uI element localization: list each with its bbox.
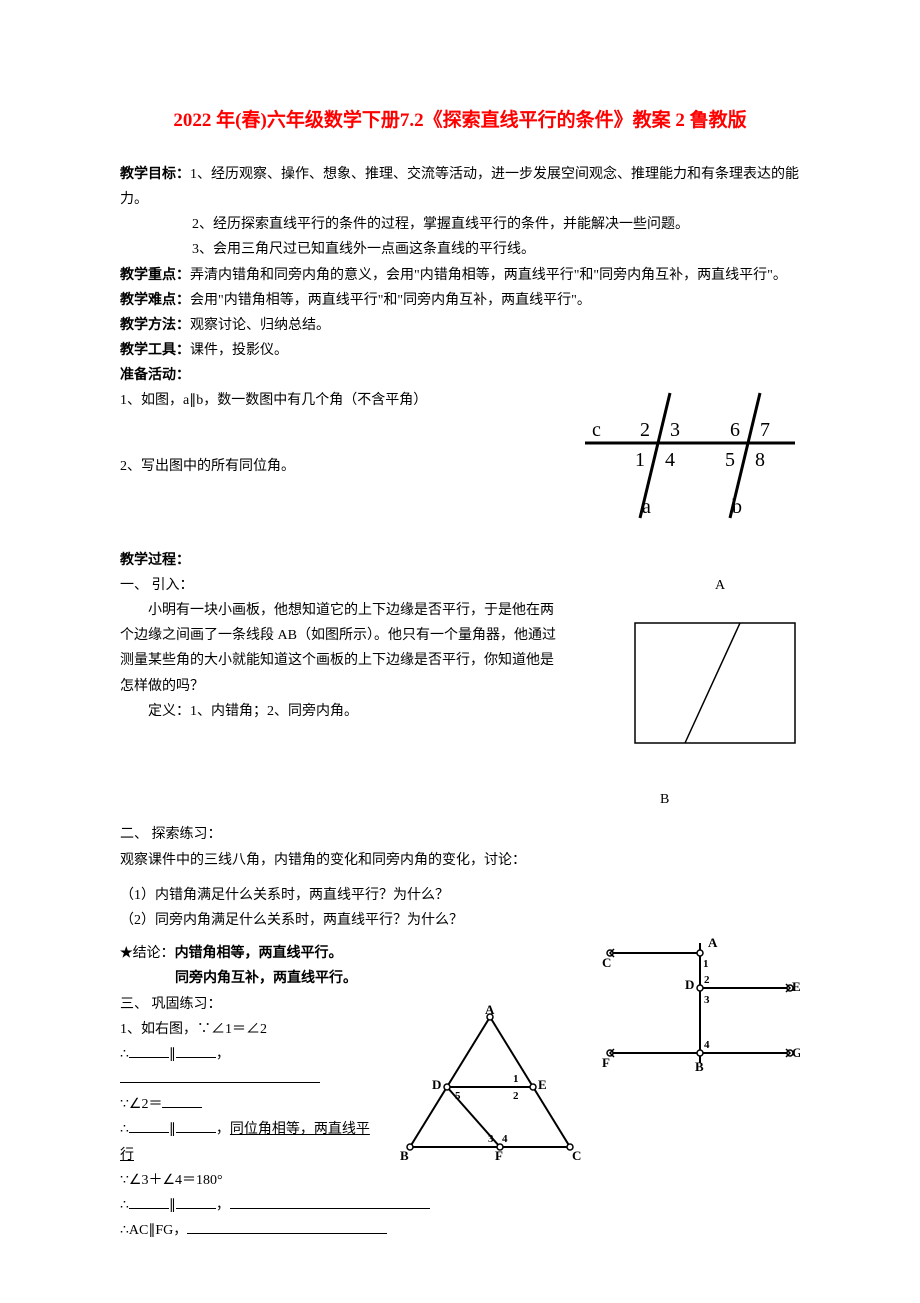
svg-text:5: 5 (455, 1090, 461, 1102)
difficulty-label: 教学难点： (120, 293, 190, 308)
conclusion-line1: 内错角相等，两直线平行。 (175, 946, 343, 961)
method-text: 观察讨论、归纳总结。 (190, 318, 330, 333)
svg-text:1: 1 (635, 449, 645, 471)
svg-text:3: 3 (704, 994, 710, 1006)
svg-text:F: F (495, 1148, 503, 1162)
svg-text:4: 4 (704, 1039, 710, 1051)
svg-text:4: 4 (665, 449, 675, 471)
svg-text:8: 8 (755, 449, 765, 471)
prep-label: 准备活动： (120, 363, 800, 388)
svg-text:5: 5 (725, 449, 735, 471)
document-title: 2022 年(春)六年级数学下册7.2《探索直线平行的条件》教案 2 鲁教版 (120, 100, 800, 142)
svg-text:a: a (642, 496, 651, 518)
figure-board-diagram: A B (610, 573, 800, 813)
svg-text:B: B (695, 1059, 704, 1074)
keypoint-label: 教学重点： (120, 268, 190, 283)
practice-line-a6: ∴AC∥FG， (120, 1218, 800, 1243)
difficulty-text: 会用"内错角相等，两直线平行"和"同旁内角互补，两直线平行"。 (190, 293, 591, 308)
svg-text:C: C (602, 955, 611, 970)
goal-1: 1、经历观察、操作、想象、推理、交流等活动，进一步发展空间观念、推理能力和有条理… (120, 167, 799, 207)
figure-angle-diagram: c a b 2 3 1 4 6 7 5 8 (580, 388, 800, 537)
explore-text: 观察课件中的三线八角，内错角的变化和同旁内角的变化，讨论： (120, 848, 800, 873)
conclusion-line2: 同旁内角互补，两直线平行。 (175, 971, 357, 986)
svg-text:6: 6 (730, 419, 740, 441)
keypoint-text: 弄清内错角和同旁内角的意义，会用"内错角相等，两直线平行"和"同旁内角互补，两直… (190, 268, 787, 283)
practice-line-a4: ∵∠3＋∠4＝180° (120, 1168, 800, 1193)
tools-text: 课件，投影仪。 (190, 343, 288, 358)
svg-text:2: 2 (640, 419, 650, 441)
svg-text:2: 2 (704, 974, 710, 986)
svg-text:3: 3 (670, 419, 680, 441)
explore-q1: （1）内错角满足什么关系时，两直线平行？为什么？ (120, 883, 800, 908)
svg-text:E: E (792, 979, 800, 994)
svg-text:7: 7 (760, 419, 770, 441)
svg-text:c: c (592, 419, 601, 441)
figure-3-diagram: A C D E F B G 1 2 3 4 (600, 933, 800, 1102)
tools-label: 教学工具： (120, 343, 190, 358)
svg-text:A: A (485, 1002, 495, 1017)
explore-q2: （2）同旁内角满足什么关系时，两直线平行？为什么？ (120, 908, 800, 933)
svg-text:4: 4 (502, 1133, 508, 1145)
svg-text:G: G (792, 1045, 800, 1060)
svg-text:D: D (685, 977, 694, 992)
svg-text:A: A (708, 935, 718, 950)
conclusion-label: 结论： (133, 946, 175, 961)
intro-heading: 一、 引入： (120, 573, 560, 598)
intro-def: 定义：1、内错角；2、同旁内角。 (120, 699, 560, 724)
goal-3: 3、会用三角尺过已知直线外一点画这条直线的平行线。 (120, 237, 800, 262)
svg-text:F: F (602, 1055, 610, 1070)
svg-text:1: 1 (513, 1073, 519, 1085)
svg-text:D: D (432, 1077, 441, 1092)
svg-text:2: 2 (513, 1090, 519, 1102)
explore-heading: 二、 探索练习： (120, 822, 800, 847)
svg-text:3: 3 (488, 1133, 494, 1145)
figure2-label-a: A (610, 573, 800, 598)
goal-2: 2、经历探索直线平行的条件的过程，掌握直线平行的条件，并能解决一些问题。 (120, 212, 800, 237)
figure-4-diagram: A B C D E F 1 2 5 3 4 (390, 992, 590, 1171)
star-icon: ★ (120, 946, 133, 961)
method-label: 教学方法： (120, 318, 190, 333)
svg-text:C: C (572, 1148, 581, 1162)
svg-text:1: 1 (703, 958, 709, 970)
svg-text:B: B (400, 1148, 409, 1162)
svg-text:b: b (732, 496, 742, 518)
svg-text:E: E (538, 1077, 547, 1092)
process-label: 教学过程： (120, 548, 800, 573)
intro-text: 小明有一块小画板，他想知道它的上下边缘是否平行，于是他在两个边缘之间画了一条线段… (120, 598, 560, 699)
body-content: 教学目标：1、经历观察、操作、想象、推理、交流等活动，进一步发展空间观念、推理能… (120, 162, 800, 1244)
figure2-label-b: B (610, 787, 800, 812)
practice-line-a5: ∴∥， (120, 1193, 800, 1218)
goals-label: 教学目标： (120, 167, 190, 182)
